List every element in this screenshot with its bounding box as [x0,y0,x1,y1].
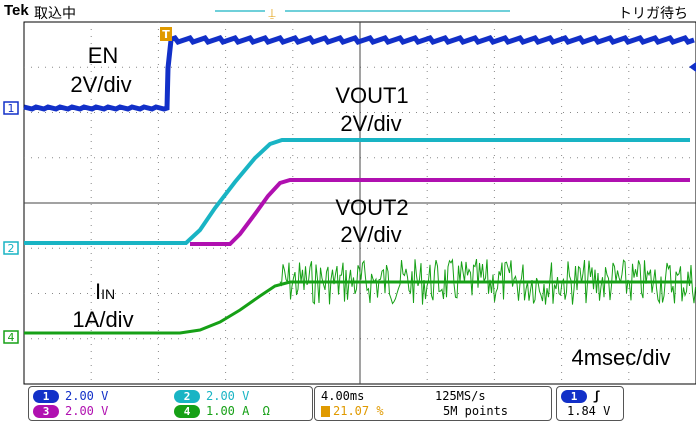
label-iin-scale: 1A/div [72,307,134,332]
label-iin: IIN [94,279,116,304]
record-length: 5M points [443,404,509,418]
svg-text:4: 4 [8,331,15,344]
trace-ch1-en [23,35,695,112]
ch4-marker: 4 [3,330,19,344]
ch3-setting[interactable]: 3 2.00 V [33,404,108,419]
trigger-marker: T [160,27,172,41]
sample-rate: 125MS/s [435,389,486,403]
svg-text:T: T [162,28,170,41]
svg-text:2: 2 [8,242,15,255]
ch1-marker: 1 [3,101,19,115]
trigger-status: トリガ待ち [618,6,688,22]
ch2-setting[interactable]: 2 2.00 V [174,389,249,404]
ch4-setting[interactable]: 4 1.00 A Ω [174,404,270,419]
ch1-setting[interactable]: 1 2.00 V [33,389,108,404]
acquisition-state: 取込中 [34,6,76,22]
scope-header: Tek 取込中 トリガ待ち [0,0,696,22]
label-vout2: VOUT2 [335,195,409,220]
ch2-marker: 2 [3,241,19,255]
status-bar: 1 2.00 V 2 2.00 V 3 2.00 V 4 1.00 A Ω 4.00ms… [0,385,696,424]
trigger-position[interactable]: 21.07 % [321,404,384,419]
label-vout2-scale: 2V/div [340,222,402,247]
label-vout1-scale: 2V/div [340,111,402,136]
trigger-level[interactable]: 1.84 V [567,404,611,418]
brand-logo: Tek [4,2,29,19]
label-vout1: VOUT1 [335,83,409,108]
timing-settings-box[interactable]: 4.00ms 125MS/s 21.07 % 5M points [314,386,552,421]
rising-edge-icon: ʃ [593,389,601,403]
trace-ch4-iin [24,280,692,335]
waveform-display: ⍊ 1 2 4 T [3,6,696,385]
trace-ch2-vout1 [24,138,690,245]
trigger-pos-icon [321,406,330,417]
label-en-scale: 2V/div [70,72,132,97]
trigger-point-glyph: ⍊ [268,6,276,20]
trace-ch3-vout2 [190,178,690,246]
channel-settings-box[interactable]: 1 2.00 V 2 2.00 V 3 2.00 V 4 1.00 A Ω [28,386,313,421]
graticule-grid [24,22,696,384]
label-en: EN [87,43,119,68]
horizontal-scale[interactable]: 4.00ms [321,389,365,403]
trigger-level-marker [689,62,696,72]
svg-text:1: 1 [8,102,15,115]
label-timebase: 4msec/div [571,345,671,370]
trace-ch4-noise [279,258,696,305]
